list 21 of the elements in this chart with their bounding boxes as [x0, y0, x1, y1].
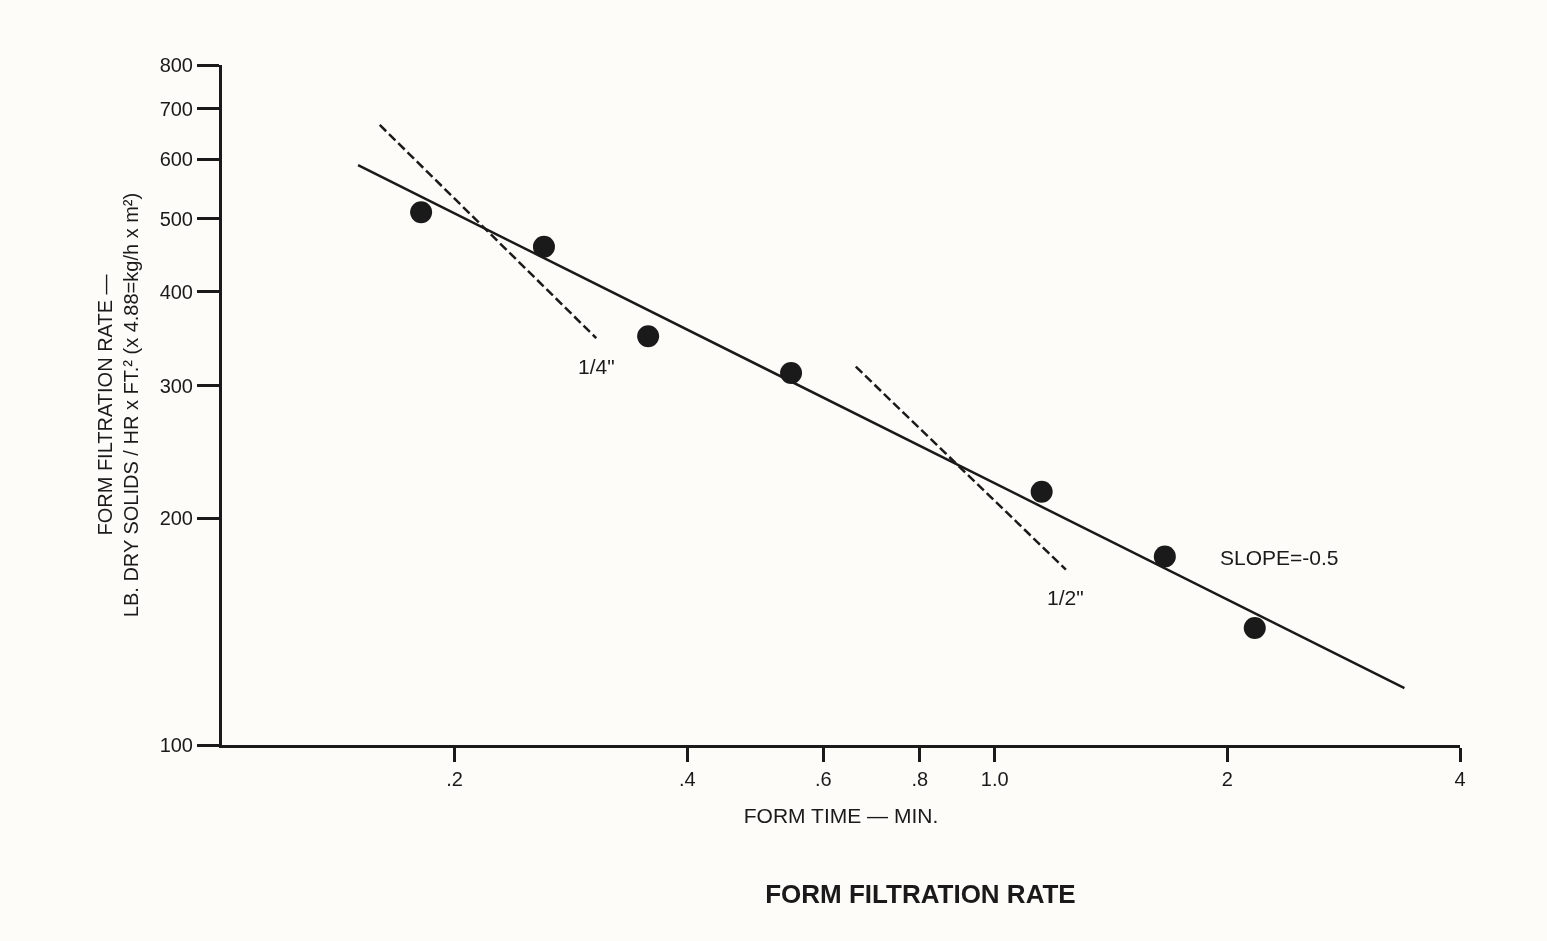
x-tick-label: .4: [678, 768, 696, 790]
y-tick-label: 800: [159, 54, 193, 76]
y-tick-label: 300: [159, 374, 193, 397]
y-tick-label: 700: [159, 97, 193, 120]
x-tick-label: 4: [1454, 768, 1466, 790]
x-tick-label: .2: [446, 768, 463, 790]
y-tick-label: 200: [159, 507, 193, 530]
y-tick-label: 400: [159, 280, 193, 303]
y-axis-title: FORM FILTRATION RATE — LB. DRY SOLIDS / HR x FT.² (x 4.88=kg/h x m²): [94, 192, 143, 618]
x-axis-title: FORM TIME — MIN.: [743, 804, 939, 828]
x-tick-label: .6: [814, 768, 832, 790]
series-label: 1/2": [1047, 586, 1084, 609]
series-label: 1/4": [578, 355, 615, 378]
y-tick-label: 600: [159, 148, 193, 171]
series-label: SLOPE=-0.5: [1220, 546, 1339, 569]
y-tick-label: 500: [159, 207, 193, 230]
x-tick-label: 1.0: [980, 768, 1009, 790]
x-tick-label: .8: [911, 768, 929, 790]
y-tick-label: 100: [159, 734, 193, 756]
text: FORM FILTRATION RATE: [765, 879, 1076, 910]
x-tick-label: 2: [1221, 768, 1233, 790]
